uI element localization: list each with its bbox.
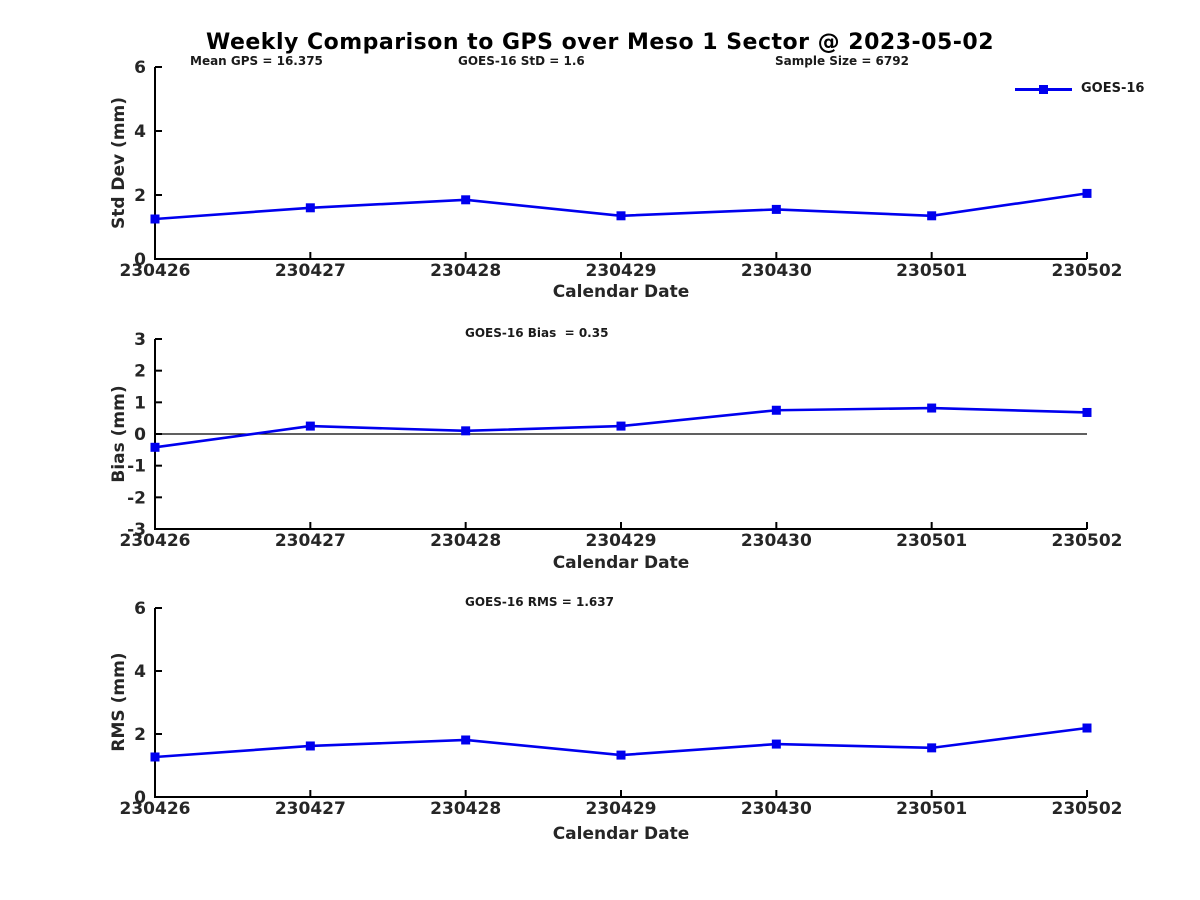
legend: GOES-16 [1015, 81, 1185, 97]
x-tick-label: 230429 [586, 261, 657, 281]
x-tick-label: 230427 [275, 261, 346, 281]
data-point [616, 750, 626, 760]
y-tick-label: 3 [134, 330, 146, 350]
x-tick-label: 230427 [275, 799, 346, 819]
x-tick-label: 230501 [896, 799, 967, 819]
y-tick-label: 6 [134, 599, 146, 619]
x-tick-label: 230502 [1052, 799, 1123, 819]
legend-marker-icon [1039, 85, 1048, 94]
data-point [461, 195, 471, 205]
x-tick-label: 230427 [275, 531, 346, 551]
data-point [1082, 723, 1092, 733]
data-point [927, 211, 937, 221]
axis-line [154, 608, 1087, 798]
annotation-rms: GOES-16 RMS = 1.637 [465, 595, 614, 609]
axis-line [154, 67, 1087, 260]
x-tick-label: 230502 [1052, 261, 1123, 281]
y-tick-label: -2 [127, 488, 146, 508]
x-tick-label: 230502 [1052, 531, 1123, 551]
y-tick-label: 6 [134, 58, 146, 78]
x-tick-label: 230426 [120, 261, 191, 281]
x-tick-label: 230429 [586, 799, 657, 819]
y-tick-label: 0 [134, 250, 146, 270]
data-point [927, 403, 937, 413]
x-tick-label: 230501 [896, 531, 967, 551]
y-tick-label: 0 [134, 788, 146, 808]
data-point [150, 442, 160, 452]
annotation-std: GOES-16 StD = 1.6 [458, 54, 585, 68]
y-tick-label: 2 [134, 725, 146, 745]
y-tick-label: -3 [127, 520, 146, 540]
data-point [771, 204, 781, 214]
x-tick-label: 230428 [430, 531, 501, 551]
x-tick-label: 230426 [120, 531, 191, 551]
x-tick-label: 230428 [430, 799, 501, 819]
x-axis-label-3: Calendar Date [552, 824, 690, 844]
data-point [461, 735, 471, 745]
data-point [927, 743, 937, 753]
data-point [150, 752, 160, 762]
y-tick-label: 0 [134, 425, 146, 445]
y-tick-label: 2 [134, 362, 146, 382]
data-point [771, 405, 781, 415]
data-point [461, 426, 471, 436]
y-tick-label: 2 [134, 186, 146, 206]
data-point [305, 203, 315, 213]
annotation-bias: GOES-16 Bias = 0.35 [465, 326, 609, 340]
x-tick-label: 230430 [741, 799, 812, 819]
y-tick-label: 1 [134, 393, 146, 413]
x-tick-label: 230426 [120, 799, 191, 819]
figure-title: Weekly Comparison to GPS over Meso 1 Sec… [205, 30, 995, 55]
x-tick-label: 230501 [896, 261, 967, 281]
y-tick-label: 4 [134, 122, 146, 142]
x-axis-label-2: Calendar Date [552, 553, 690, 573]
data-point [616, 211, 626, 221]
data-point [305, 741, 315, 751]
data-point [150, 214, 160, 224]
y-tick-label: -1 [127, 457, 146, 477]
x-tick-label: 230430 [741, 531, 812, 551]
x-tick-label: 230429 [586, 531, 657, 551]
data-point [1082, 407, 1092, 417]
legend-label: GOES-16 [1081, 81, 1145, 96]
annotation-sample-size: Sample Size = 6792 [775, 54, 909, 68]
annotation-mean-gps: Mean GPS = 16.375 [190, 54, 323, 68]
x-axis-label-1: Calendar Date [552, 282, 690, 302]
data-point [616, 421, 626, 431]
x-tick-label: 230430 [741, 261, 812, 281]
data-point [771, 739, 781, 749]
data-point [1082, 188, 1092, 198]
x-tick-label: 230428 [430, 261, 501, 281]
y-tick-label: 4 [134, 662, 146, 682]
data-point [305, 421, 315, 431]
